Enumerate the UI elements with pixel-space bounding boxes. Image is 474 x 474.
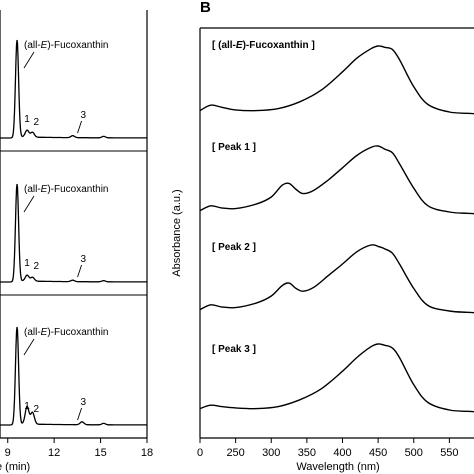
panel-a-x-tick-label-15: 15 <box>94 447 106 459</box>
panel-b-x-tick-label-300: 300 <box>262 447 280 459</box>
panel-b-x-tick-label-400: 400 <box>333 447 351 459</box>
chromatogram-trace-3 <box>0 326 147 426</box>
spectrum-label-2: [ Peak 1 ] <box>212 142 256 153</box>
panel-a-x-tick-label-9: 9 <box>5 447 11 459</box>
panel-b-y-axis-title: Absorbance (a.u.) <box>171 189 183 276</box>
panel-a-x-tick-label-12: 12 <box>48 447 60 459</box>
main-peak-leader-3 <box>23 338 35 356</box>
panel-b-x-tick-label-350: 350 <box>298 447 316 459</box>
spectrum-trace-4 <box>199 343 474 413</box>
peak-2-label-2: 2 <box>33 261 39 272</box>
peak-1-label-1: 1 <box>24 114 30 125</box>
panel-b-x-axis-title: Wavelength (nm) <box>296 461 379 473</box>
panel-b-x-tick-label-550: 550 <box>440 447 458 459</box>
main-peak-label-1: (all-E)-Fucoxanthin <box>24 40 108 51</box>
spectrum-label-3: [ Peak 2 ] <box>212 242 256 253</box>
peak-3-leader-1 <box>77 120 82 134</box>
spectrum-trace-3 <box>199 244 474 314</box>
main-peak-leader-2 <box>23 195 35 213</box>
panel-a-x-tick-label-18: 18 <box>141 447 153 459</box>
main-peak-label-3: (all-E)-Fucoxanthin <box>24 327 108 338</box>
panel-b-letter: B <box>200 0 211 16</box>
chromatogram-trace-1 <box>0 39 147 139</box>
peak-3-leader-2 <box>77 264 82 278</box>
peak-3-label-2: 3 <box>81 254 87 265</box>
peak-3-label-1: 3 <box>81 110 87 121</box>
panel-b-x-tick-label-250: 250 <box>226 447 244 459</box>
spectrum-label-1: [ (all-E)-Fucoxanthin ] <box>212 40 315 51</box>
peak-2-label-1: 2 <box>33 117 39 128</box>
peak-3-leader-3 <box>77 407 82 421</box>
spectrum-label-4: [ Peak 3 ] <box>212 344 256 355</box>
panel-b-x-tick-label-500: 500 <box>405 447 423 459</box>
peak-1-label-2: 1 <box>24 258 30 269</box>
peak-3-label-3: 3 <box>81 397 87 408</box>
main-peak-label-2: (all-E)-Fucoxanthin <box>24 184 108 195</box>
panel-b-x-tick-label-200: 0 <box>197 447 203 459</box>
panel-b-x-tick-label-450: 450 <box>369 447 387 459</box>
main-peak-leader-1 <box>23 51 35 69</box>
spectrum-trace-1 <box>199 45 474 115</box>
peak-2-label-3: 2 <box>33 404 39 415</box>
panel-b-absorption-spectra: B [ (all-E)-Fucoxanthin ] [ Peak 1 ] [ Pea… <box>171 0 474 473</box>
chromatogram-trace-2 <box>0 183 147 283</box>
spectrum-trace-2 <box>199 145 474 215</box>
panel-a-x-axis-title: e (min) <box>0 461 30 473</box>
peak-1-label-3: 1 <box>24 401 30 412</box>
